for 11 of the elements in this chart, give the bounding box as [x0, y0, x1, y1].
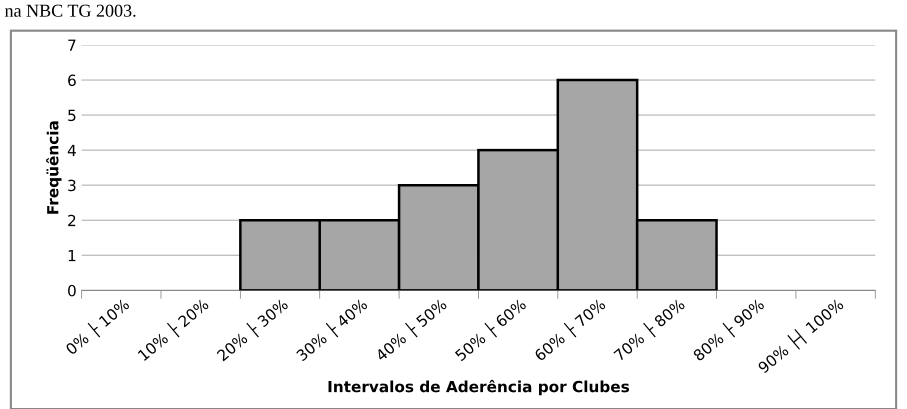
y-tick-label: 4	[68, 144, 76, 156]
y-tick-label: 1	[68, 250, 76, 262]
y-axis-title: Freqüência	[46, 121, 62, 214]
y-tick-label: 3	[68, 180, 76, 192]
y-tick-label: 5	[68, 110, 76, 122]
y-tick-label: 6	[68, 74, 76, 86]
y-tick-label: 7	[68, 40, 76, 51]
text: na NBC TG 2003.	[4, 4, 136, 17]
x-axis-title: Intervalos de Aderência por Clubes	[328, 380, 630, 396]
y-tick-label: 0	[68, 284, 76, 296]
y-tick-label: 2	[68, 214, 76, 226]
